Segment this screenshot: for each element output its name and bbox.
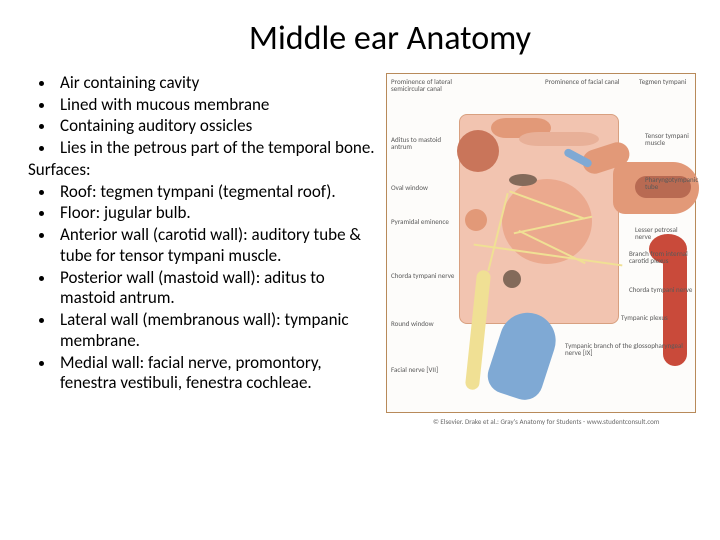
list-item: Anterior wall (carotid wall): auditory t… [56,225,378,266]
label-chorda-l: Chorda tympani nerve [391,272,459,279]
label-tensor: Tensor tympani muscle [645,132,695,147]
anatomy-diagram: Prominence of lateral semicircular canal… [386,73,696,413]
list-item: Lined with mucous membrane [56,95,378,116]
list-item: Air containing cavity [56,73,378,94]
list-item: Medial wall: facial nerve, promontory, f… [56,353,378,394]
slide-title: Middle ear Anatomy [28,18,692,59]
label-facial: Facial nerve [VII] [391,366,451,373]
label-pyramidal: Pyramidal eminence [391,218,457,225]
list-item: Containing auditory ossicles [56,116,378,137]
list-item: Lateral wall (membranous wall): tympanic… [56,310,378,351]
round-window [503,270,521,288]
aditus [457,130,499,172]
label-round: Round window [391,320,451,327]
label-semicircular: Prominence of lateral semicircular canal [391,78,483,93]
label-lesser-petrosal: Lesser petrosal nerve [635,226,693,241]
pyramidal-eminence [465,209,487,231]
oval-window [509,174,537,186]
label-carotid-plexus: Branch from internal carotid plexus [629,250,695,265]
text-column: Air containing cavity Lined with mucous … [28,73,378,413]
label-aditus: Aditus to mastoid antrum [391,136,451,151]
section-label: Surfaces: [28,160,378,181]
label-chorda-r: Chorda tympani nerve [629,286,695,293]
list-item: Floor: jugular bulb. [56,203,378,224]
label-tympanic-plexus: Tympanic plexus [621,314,691,321]
bullet-list-b: Roof: tegmen tympani (tegmental roof). F… [28,182,378,394]
label-tegmen: Tegmen tympani [639,78,695,85]
list-item: Posterior wall (mastoid wall): aditus to… [56,268,378,309]
list-item: Lies in the petrous part of the temporal… [56,138,378,159]
label-oval: Oval window [391,184,451,191]
diagram-column: Prominence of lateral semicircular canal… [386,73,696,413]
facial-canal-prominence [519,132,599,146]
list-item: Roof: tegmen tympani (tegmental roof). [56,182,378,203]
bullet-list-a: Air containing cavity Lined with mucous … [28,73,378,159]
diagram-caption: © Elsevier. Drake et al.: Gray's Anatomy… [433,417,659,426]
content-row: Air containing cavity Lined with mucous … [28,73,692,413]
slide: Middle ear Anatomy Air containing cavity… [0,0,720,540]
label-facial-canal: Prominence of facial canal [545,78,625,85]
label-pharyngo: Pharyngotympanic tube [645,176,695,191]
label-glossopharyngeal: Tympanic branch of the glossopharyngeal … [565,342,695,357]
